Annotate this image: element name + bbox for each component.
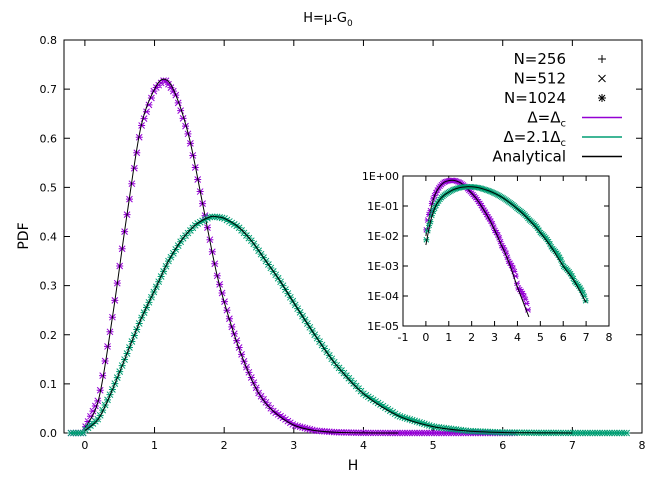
x-tick-label: 7: [569, 439, 576, 452]
legend-label: N=512: [514, 70, 566, 88]
data-point: [623, 429, 631, 437]
chart-title: H=μ-G0: [303, 11, 353, 29]
y-tick-label: 0.4: [40, 231, 58, 244]
x-tick-label: 3: [290, 439, 297, 452]
x-tick-label: 8: [639, 439, 646, 452]
data-point: [182, 122, 190, 130]
y-tick-label: 0.8: [40, 34, 58, 47]
legend-marker-cross: [598, 74, 606, 83]
inset-x-tick-label: 4: [514, 331, 521, 344]
inset-log-plot: 1E+00 1E-01 1E-02 1E-03 1E-04 1E-05 -1 0 1 2 3 4 5 6…: [362, 170, 613, 344]
inset-x-tick-label: -1: [398, 331, 409, 344]
inset-analytical-curve-1: [425, 186, 587, 303]
data-point: [89, 407, 97, 415]
inset-data-point: [522, 296, 529, 303]
data-point: [101, 357, 109, 365]
inset-y-tick-label: 1E+00: [362, 170, 399, 183]
inset-x-tick-label: 0: [422, 331, 429, 344]
data-point: [167, 84, 175, 92]
y-tick-label: 0.2: [40, 329, 58, 342]
legend-label: Δ=Δc: [527, 109, 566, 130]
inset-x-tick-label: 8: [606, 331, 613, 344]
y-tick-label: 0.5: [40, 181, 58, 194]
legend-marker-plus: [598, 55, 606, 63]
y-tick-label: 0.3: [40, 280, 58, 293]
data-point: [133, 149, 141, 157]
y-tick-label: 0.0: [40, 427, 58, 440]
legend-marker-star: [598, 94, 606, 102]
data-point: [174, 99, 182, 107]
x-tick-label: 1: [151, 439, 158, 452]
legend-label: Δ=2.1Δc: [504, 128, 566, 149]
inset-y-tick-label: 1E-01: [367, 200, 399, 213]
data-point: [99, 372, 107, 380]
y-tick-label: 0.6: [40, 132, 58, 145]
y-axis-ticks: 0.0 0.1 0.2 0.3 0.4 0.5 0.6 0.7 0.8: [40, 34, 642, 440]
inset-series-group: [423, 177, 589, 318]
inset-x-ticks: -1 0 1 2 3 4 5 6 7 8: [398, 176, 613, 344]
legend-label: N=1024: [504, 89, 566, 107]
analytical-curve-0: [84, 78, 399, 434]
x-tick-label: 0: [81, 439, 88, 452]
inset-y-ticks: 1E+00 1E-01 1E-02 1E-03 1E-04 1E-05: [362, 170, 609, 333]
x-tick-label: 5: [430, 439, 437, 452]
y-axis-label: PDF: [16, 222, 32, 249]
legend-label: Analytical: [492, 148, 566, 166]
data-point: [130, 164, 138, 172]
inset-x-tick-label: 2: [468, 331, 475, 344]
inset-data-point: [426, 222, 433, 229]
inset-data-point: [520, 293, 527, 299]
x-axis-label: H: [348, 458, 359, 474]
inset-y-tick-label: 1E-02: [367, 230, 399, 243]
x-tick-label: 4: [360, 439, 367, 452]
y-tick-label: 0.1: [40, 378, 58, 391]
inset-x-tick-label: 6: [560, 331, 567, 344]
x-tick-label: 2: [221, 439, 228, 452]
data-point: [179, 115, 187, 122]
inset-data-point: [423, 236, 430, 243]
legend-label: N=256: [514, 50, 566, 68]
inset-x-tick-label: 1: [445, 331, 452, 344]
analytical-curve-1: [84, 215, 573, 434]
inset-x-tick-label: 5: [537, 331, 544, 344]
inset-y-tick-label: 1E-05: [367, 320, 399, 333]
inset-y-tick-label: 1E-04: [367, 290, 399, 303]
y-tick-label: 0.7: [40, 83, 58, 96]
inset-x-tick-label: 3: [491, 331, 498, 344]
inset-data-point: [523, 300, 530, 307]
x-tick-label: 6: [499, 439, 506, 452]
inset-y-tick-label: 1E-03: [367, 260, 399, 273]
inset-x-tick-label: 7: [583, 331, 590, 344]
main-series-group: [67, 77, 631, 437]
